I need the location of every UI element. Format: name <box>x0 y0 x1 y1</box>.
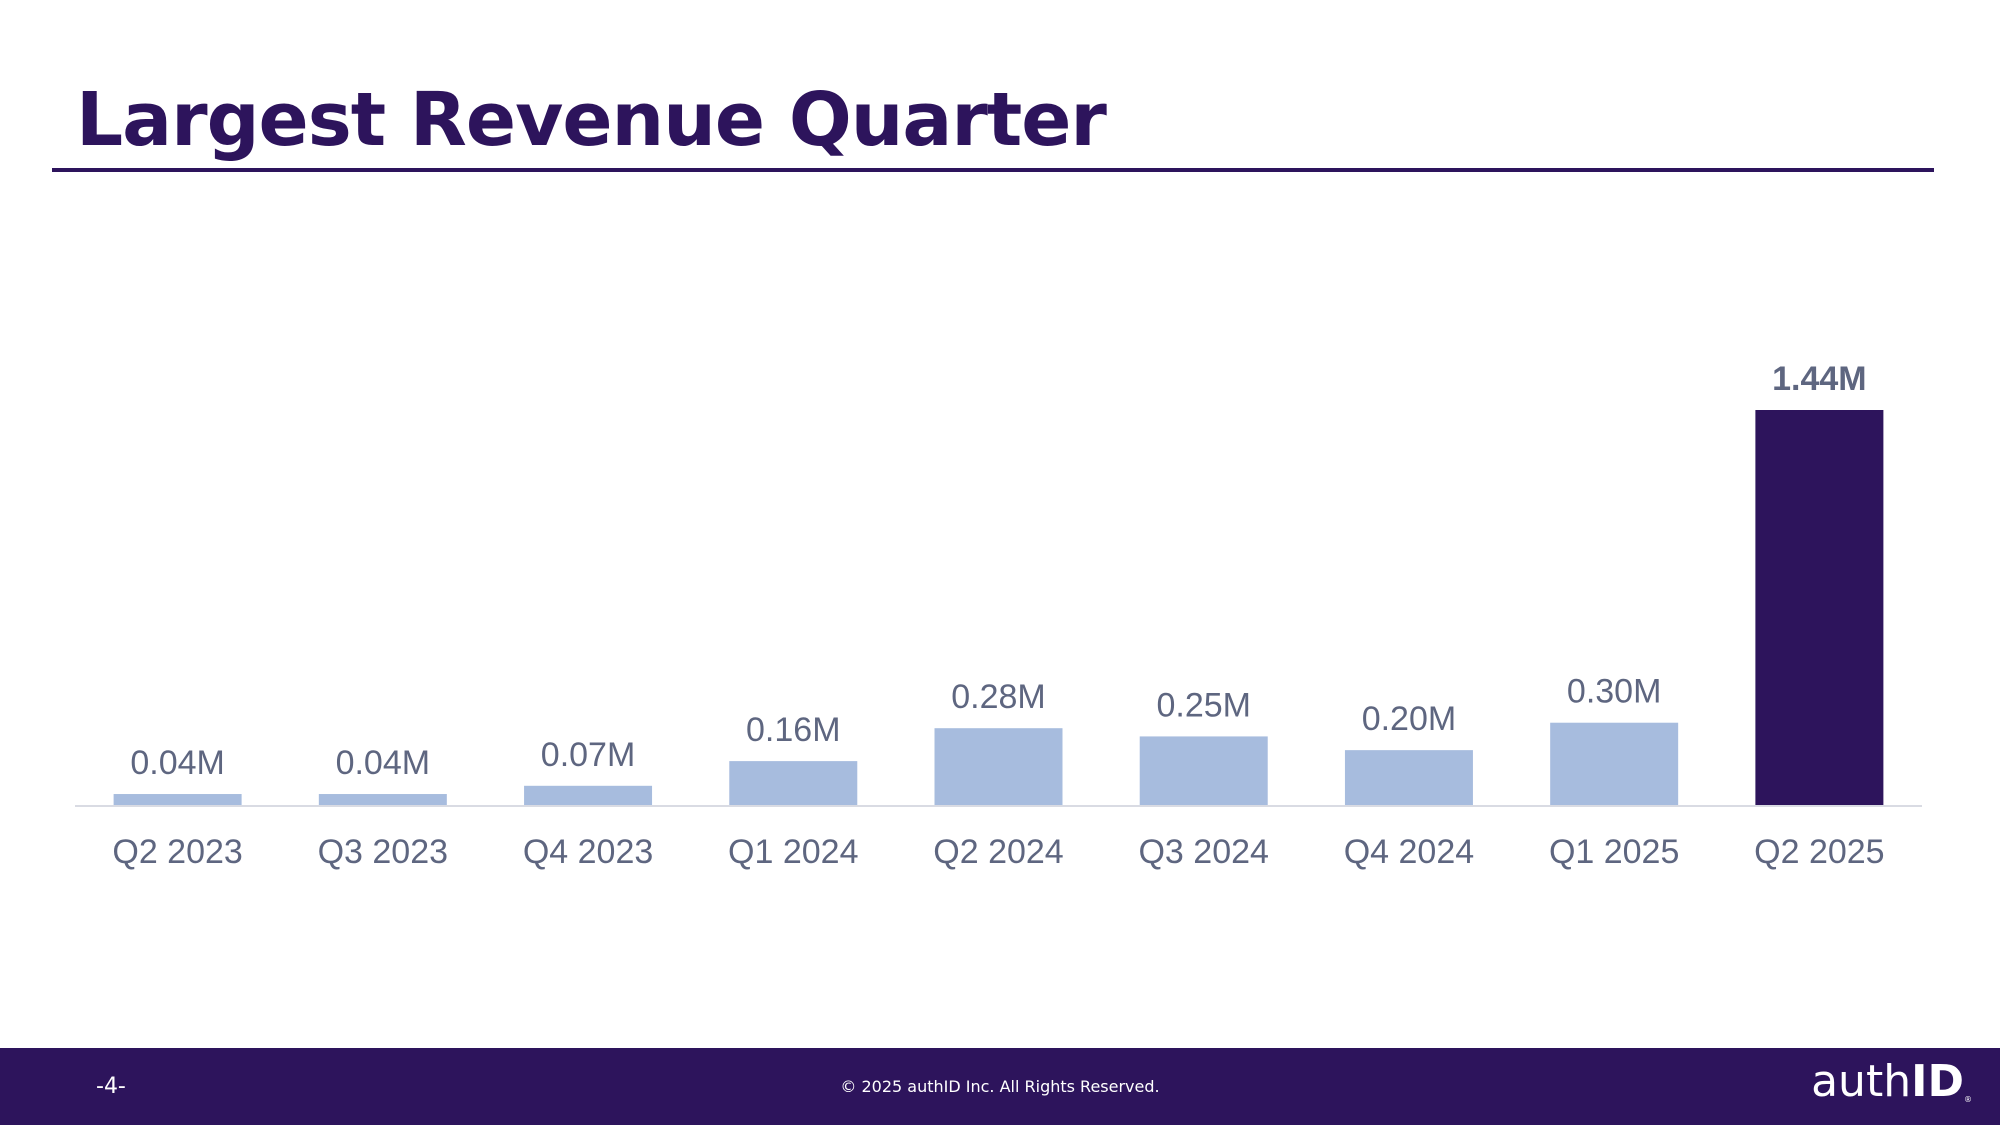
x-tick-label: Q4 2024 <box>1344 833 1474 871</box>
x-tick-label: Q3 2024 <box>1138 833 1268 871</box>
slide-title: Largest Revenue Quarter <box>76 77 1107 163</box>
logo-text-light: auth <box>1811 1056 1912 1107</box>
data-label-group: 0.04M 0.04M 0.07M 0.16M 0.28M 0.25M 0.20M 0.30M… <box>130 360 1866 782</box>
bar-q3-2024 <box>1139 736 1268 805</box>
x-tick-label: Q3 2023 <box>318 833 448 871</box>
bar-q4-2024 <box>1344 750 1473 805</box>
x-tick-label: Q2 2024 <box>933 833 1063 871</box>
x-tick-label-group: Q2 2023 Q3 2023 Q4 2023 Q1 2024 Q2 2024 Q3 20… <box>112 833 1884 871</box>
logo-registered-mark: ® <box>1964 1095 1972 1104</box>
bar-q2-2024 <box>934 728 1063 805</box>
bar-q4-2023 <box>524 785 653 805</box>
data-label: 0.25M <box>1156 686 1251 724</box>
x-tick-label: Q1 2024 <box>728 833 858 871</box>
x-tick-label: Q2 2025 <box>1754 833 1884 871</box>
title-underline <box>52 168 1934 172</box>
data-label: 0.28M <box>951 678 1046 716</box>
bar-q1-2025 <box>1550 722 1679 805</box>
data-label: 0.04M <box>130 744 225 782</box>
bar-group <box>113 410 1884 805</box>
data-label: 0.20M <box>1362 700 1457 738</box>
authid-logo: authID® <box>1811 1060 1972 1104</box>
data-label: 0.07M <box>541 736 636 774</box>
copyright-text: © 2025 authID Inc. All Rights Reserved. <box>840 1077 1160 1096</box>
footer-bar: -4- © 2025 authID Inc. All Rights Reserv… <box>0 1048 2000 1125</box>
data-label: 0.30M <box>1567 673 1662 711</box>
data-label: 1.44M <box>1772 360 1867 398</box>
x-tick-label: Q2 2023 <box>112 833 242 871</box>
bar-q1-2024 <box>729 761 858 805</box>
bar-q3-2023 <box>318 794 447 805</box>
page-number: -4- <box>96 1074 126 1099</box>
revenue-bar-chart: 0.04M 0.04M 0.07M 0.16M 0.28M 0.25M 0.20M 0.30M… <box>75 360 1922 871</box>
data-label: 0.16M <box>746 711 841 749</box>
logo-text-bold: ID <box>1911 1056 1964 1107</box>
bar-q2-2023 <box>113 794 242 805</box>
x-tick-label: Q1 2025 <box>1549 833 1679 871</box>
x-tick-label: Q4 2023 <box>523 833 653 871</box>
data-label: 0.04M <box>336 744 431 782</box>
bar-q2-2025 <box>1755 410 1884 805</box>
